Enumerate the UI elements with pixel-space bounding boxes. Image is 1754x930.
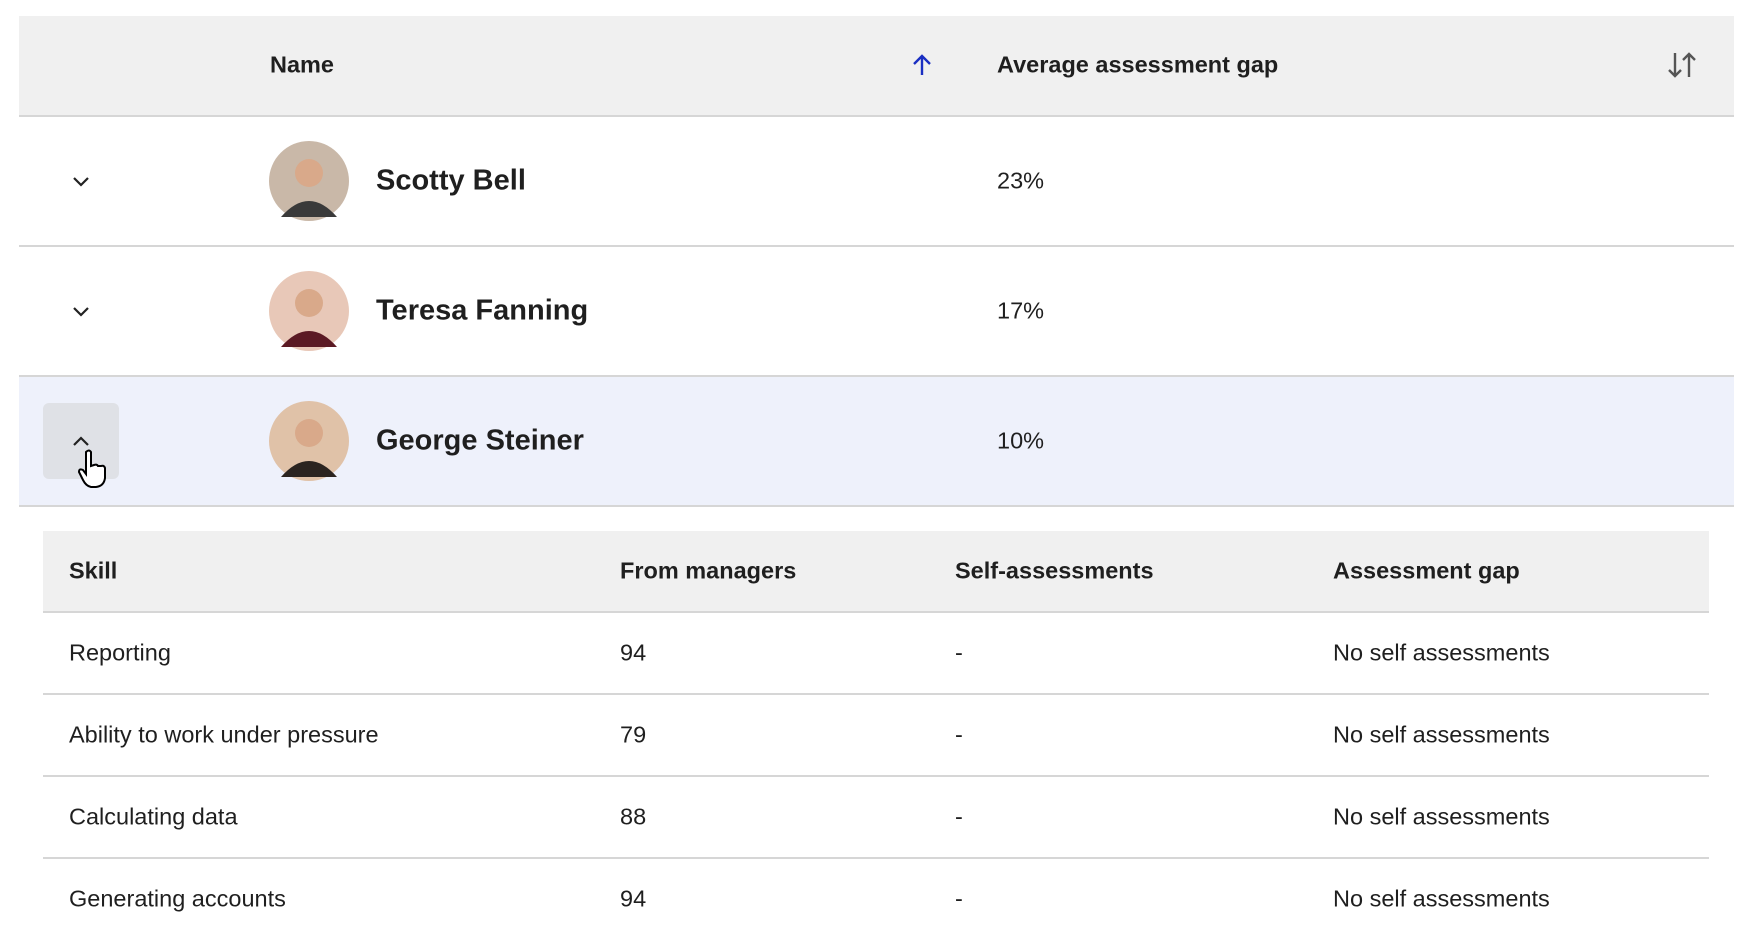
table-header: [19, 16, 1734, 115]
divider: [43, 857, 1709, 859]
gap-value: 17%: [997, 297, 1045, 324]
avatar: [269, 271, 349, 351]
detail-cell: 94: [620, 885, 647, 912]
detail-cell: Ability to work under pressure: [69, 721, 379, 748]
person-name: Scotty Bell: [376, 164, 526, 197]
expand-chevron[interactable]: [69, 299, 93, 323]
collapse-button[interactable]: [43, 403, 119, 479]
divider: [43, 611, 1709, 613]
detail-cell: Reporting: [69, 639, 171, 666]
column-header[interactable]: Name: [270, 51, 335, 78]
sort-toggle[interactable]: [1666, 49, 1698, 81]
avatar: [269, 141, 349, 221]
divider: [19, 245, 1734, 247]
detail-cell: Calculating data: [69, 803, 238, 830]
detail-column-header: Assessment gap: [1333, 557, 1520, 584]
detail-column-header: Skill: [69, 557, 118, 584]
detail-cell: No self assessments: [1333, 721, 1550, 748]
divider: [43, 693, 1709, 695]
detail-column-header: From managers: [620, 557, 797, 584]
avatar: [269, 401, 349, 481]
divider: [19, 115, 1734, 117]
divider: [43, 775, 1709, 777]
detail-header: [43, 531, 1709, 611]
detail-cell: 79: [620, 721, 647, 748]
divider: [19, 505, 1734, 507]
detail-cell: -: [955, 885, 963, 912]
detail-cell: Generating accounts: [69, 885, 286, 912]
detail-cell: -: [955, 639, 963, 666]
expand-chevron[interactable]: [69, 169, 93, 193]
gap-value: 10%: [997, 427, 1045, 454]
collapse-chevron[interactable]: [69, 429, 93, 453]
detail-cell: -: [955, 803, 963, 830]
cursor: [77, 449, 106, 488]
detail-cell: No self assessments: [1333, 885, 1550, 912]
detail-cell: 94: [620, 639, 647, 666]
gap-value: 23%: [997, 167, 1045, 194]
column-header[interactable]: Average assessment gap: [997, 51, 1279, 78]
detail-cell: No self assessments: [1333, 639, 1550, 666]
detail-cell: 88: [620, 803, 647, 830]
detail-cell: No self assessments: [1333, 803, 1550, 830]
detail-cell: -: [955, 721, 963, 748]
person-name: Teresa Fanning: [376, 294, 589, 327]
divider: [19, 375, 1734, 377]
detail-column-header: Self-assessments: [955, 557, 1154, 584]
sort-ascending[interactable]: [908, 51, 936, 79]
person-name: George Steiner: [376, 424, 584, 457]
